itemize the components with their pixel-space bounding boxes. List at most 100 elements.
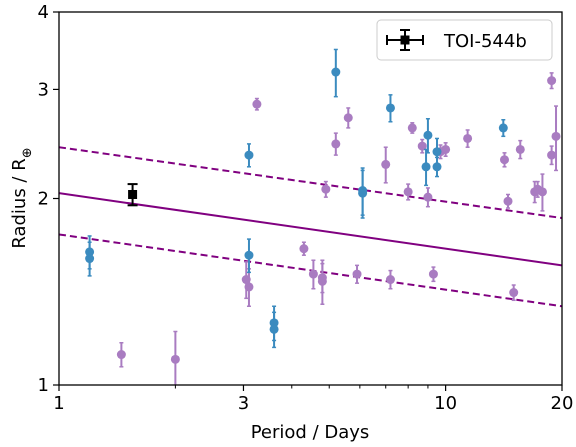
purple-point-0 — [116, 342, 126, 368]
purple-point-25 — [509, 284, 519, 302]
purple-point-5 — [299, 241, 309, 256]
blue-point-9 — [385, 94, 395, 123]
purple-point-23-marker — [499, 155, 509, 165]
purple-point-4 — [252, 97, 262, 111]
purple-point-22-marker — [463, 133, 473, 143]
purple-point-10-marker — [331, 139, 341, 149]
purple-point-10 — [331, 132, 341, 156]
blue-point-12-marker — [432, 147, 442, 157]
y-tick-label-4: 4 — [38, 2, 49, 23]
blue-point-2-marker — [244, 150, 254, 160]
purple-point-31-marker — [547, 76, 557, 86]
x-tick-label-1: 1 — [53, 393, 64, 414]
target-marker — [128, 189, 138, 199]
purple-point-0-marker — [116, 350, 126, 360]
blue-point-14-marker — [498, 123, 508, 133]
purple-point-30 — [547, 145, 557, 166]
purple-point-1 — [170, 330, 180, 385]
legend-box — [376, 19, 553, 61]
y-tick-label-3: 3 — [38, 79, 49, 100]
purple-point-1-marker — [170, 354, 180, 364]
fit-line-solid — [59, 192, 562, 267]
blue-point-1 — [85, 241, 95, 277]
blue-point-10-marker — [423, 130, 433, 140]
purple-point-26 — [515, 139, 525, 160]
purple-point-17-marker — [417, 141, 427, 151]
purple-point-5-marker — [299, 244, 309, 254]
purple-point-16-marker — [407, 123, 417, 133]
blue-point-11 — [421, 148, 431, 187]
blue-point-1-marker — [85, 254, 95, 264]
purple-point-12-marker — [352, 269, 362, 279]
fit-line-dashed-1 — [59, 146, 562, 220]
blue-point-3 — [244, 238, 254, 274]
purple-point-23 — [499, 152, 509, 168]
blue-point-8-marker — [358, 188, 368, 198]
blue-point-9-marker — [385, 103, 395, 113]
purple-point-4-marker — [252, 99, 262, 109]
blue-point-13-marker — [432, 162, 442, 172]
purple-point-16 — [407, 122, 417, 134]
legend-marker-toi-544b — [386, 29, 424, 51]
legend-label-toi-544b: TOI-544b — [443, 31, 527, 52]
y-axis-label: Radius / R⊕ — [9, 147, 35, 248]
purple-point-6-marker — [308, 269, 318, 279]
purple-point-24 — [503, 193, 513, 209]
purple-point-21 — [441, 142, 451, 158]
y-tick-label-1: 1 — [38, 375, 49, 396]
x-tick-label-3: 3 — [238, 393, 249, 414]
purple-point-3 — [244, 268, 254, 308]
target-point — [127, 183, 138, 207]
purple-point-15-marker — [403, 187, 413, 197]
blue-point-14 — [498, 119, 508, 138]
purple-point-11-marker — [343, 113, 353, 123]
x-tick-label-20: 20 — [551, 393, 574, 414]
purple-point-9-marker — [321, 184, 331, 194]
purple-point-17 — [417, 138, 427, 154]
purple-point-29-marker — [537, 187, 547, 197]
blue-point-8 — [358, 169, 368, 219]
purple-point-32 — [551, 105, 561, 172]
y-axis-label-symbol: ⊕ — [20, 147, 35, 158]
blue-point-13 — [432, 156, 442, 178]
y-axis-label-text: Radius / R — [9, 158, 30, 248]
blue-point-5-marker — [269, 324, 279, 334]
blue-point-2 — [244, 143, 254, 168]
legend-square — [400, 35, 410, 45]
plot-area — [59, 12, 562, 385]
purple-point-22 — [463, 129, 473, 148]
purple-point-29 — [537, 173, 547, 212]
x-tick-label-10: 10 — [434, 393, 457, 414]
x-axis-label: Period / Days — [251, 422, 370, 443]
fit-line-dashed-2 — [59, 233, 562, 308]
purple-point-18 — [423, 187, 433, 208]
y-tick-label-2: 2 — [38, 189, 49, 210]
purple-point-19 — [428, 266, 438, 283]
fit-lines — [59, 146, 562, 308]
axis-ticks: 1 3 10 20 1 2 3 4 — [38, 2, 574, 414]
purple-point-25-marker — [509, 288, 519, 298]
purple-point-24-marker — [503, 196, 513, 206]
blue-point-5 — [269, 311, 279, 349]
purple-point-8 — [317, 259, 327, 306]
plot-background — [59, 12, 562, 385]
purple-point-9 — [321, 180, 331, 198]
purple-point-21-marker — [441, 144, 451, 154]
purple-point-30-marker — [547, 150, 557, 160]
blue-point-11-marker — [421, 162, 431, 172]
purple-point-13-marker — [381, 159, 391, 169]
blue-point-6-marker — [331, 67, 341, 77]
purple-point-3-marker — [244, 282, 254, 292]
purple-point-18-marker — [423, 192, 433, 202]
purple-point-11 — [343, 107, 353, 129]
legend: TOI-544b — [376, 19, 553, 61]
purple-point-12 — [352, 264, 362, 284]
purple-point-6 — [308, 259, 318, 290]
data-points — [85, 48, 561, 385]
purple-point-26-marker — [515, 144, 525, 154]
blue-point-3-marker — [244, 250, 254, 260]
purple-point-8-marker — [317, 276, 327, 286]
purple-point-31 — [547, 72, 557, 90]
purple-point-32-marker — [551, 131, 561, 141]
